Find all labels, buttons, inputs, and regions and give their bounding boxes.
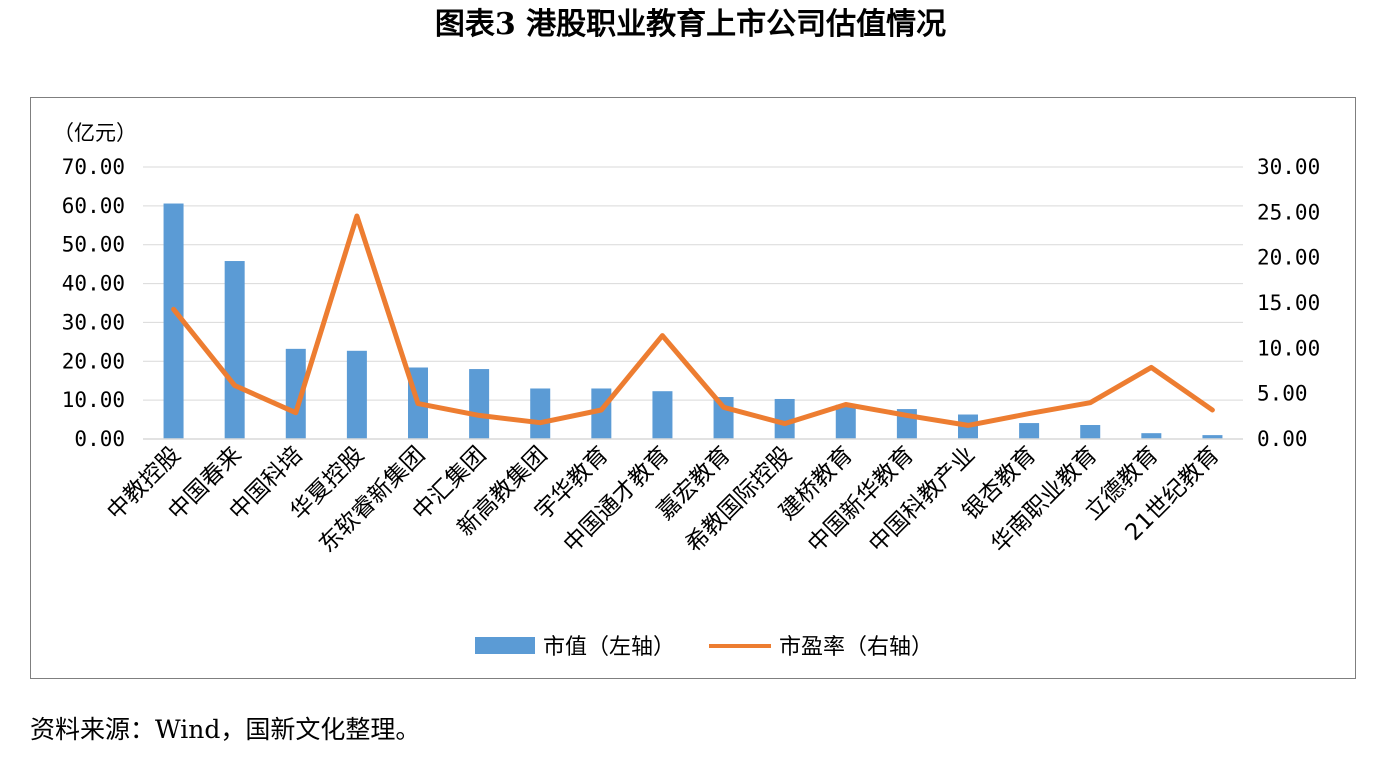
source-note: 资料来源：Wind，国新文化整理。 [30, 715, 421, 744]
bar [1080, 425, 1101, 439]
bar [346, 350, 367, 439]
y-left-tick-label: 40.00 [62, 272, 125, 296]
y-left-tick-label: 0.00 [74, 427, 125, 451]
y-left-tick-label: 50.00 [62, 233, 125, 257]
y-right-tick-label: 15.00 [1257, 291, 1320, 315]
y-left-tick-label: 20.00 [62, 349, 125, 373]
y-left-tick-label: 30.00 [62, 310, 125, 334]
bar [774, 398, 795, 439]
chart-frame: 0.00 10.00 20.00 30.00 40.00 50.00 60.00 70.00 0… [30, 97, 1356, 679]
bar [1019, 423, 1040, 439]
bar [1202, 435, 1223, 439]
legend-bar-swatch [475, 637, 535, 654]
line-series [171, 213, 1215, 428]
y-left-tick-label: 60.00 [62, 194, 125, 218]
x-category-label: 东软睿新集团 [314, 442, 430, 558]
y-left-tick-label: 70.00 [62, 155, 125, 179]
y-left-tick-label: 10.00 [62, 388, 125, 412]
bar [285, 348, 306, 439]
bar [835, 404, 856, 439]
bar [469, 369, 490, 439]
legend-line-label: 市盈率（右轴） [779, 635, 933, 660]
chart-svg: 0.00 10.00 20.00 30.00 40.00 50.00 60.00 70.00 0… [53, 121, 1320, 660]
bar [163, 203, 184, 439]
bar [224, 261, 245, 439]
y-right-tick-label: 5.00 [1257, 382, 1308, 406]
bar [713, 397, 734, 439]
x-category-label: 中国新华教育 [803, 442, 919, 558]
x-category-label: 中国通才教育 [559, 442, 675, 558]
pe-line [171, 213, 1215, 428]
legend-bar-label: 市值（左轴） [543, 635, 675, 660]
bar [530, 388, 551, 439]
x-category-label: 中国科教产业 [864, 442, 980, 558]
legend: 市值（左轴） 市盈率（右轴） [475, 635, 933, 660]
bar [1141, 433, 1162, 439]
y-right-tick-label: 30.00 [1257, 155, 1320, 179]
x-category-label: 希教国际控股 [681, 442, 797, 558]
y-right-tick-label: 0.00 [1257, 427, 1308, 451]
axes: 0.00 10.00 20.00 30.00 40.00 50.00 60.00 70.00 0… [62, 155, 1320, 558]
figure-title: 图表3 港股职业教育上市公司估值情况 [434, 7, 947, 42]
x-category-label: 华南职业教育 [986, 442, 1102, 558]
y-right-tick-label: 20.00 [1257, 246, 1320, 270]
y-right-tick-label: 10.00 [1257, 336, 1320, 360]
y-axis-unit-label: （亿元） [53, 121, 137, 145]
y-right-tick-label: 25.00 [1257, 200, 1320, 224]
bar [652, 391, 673, 439]
